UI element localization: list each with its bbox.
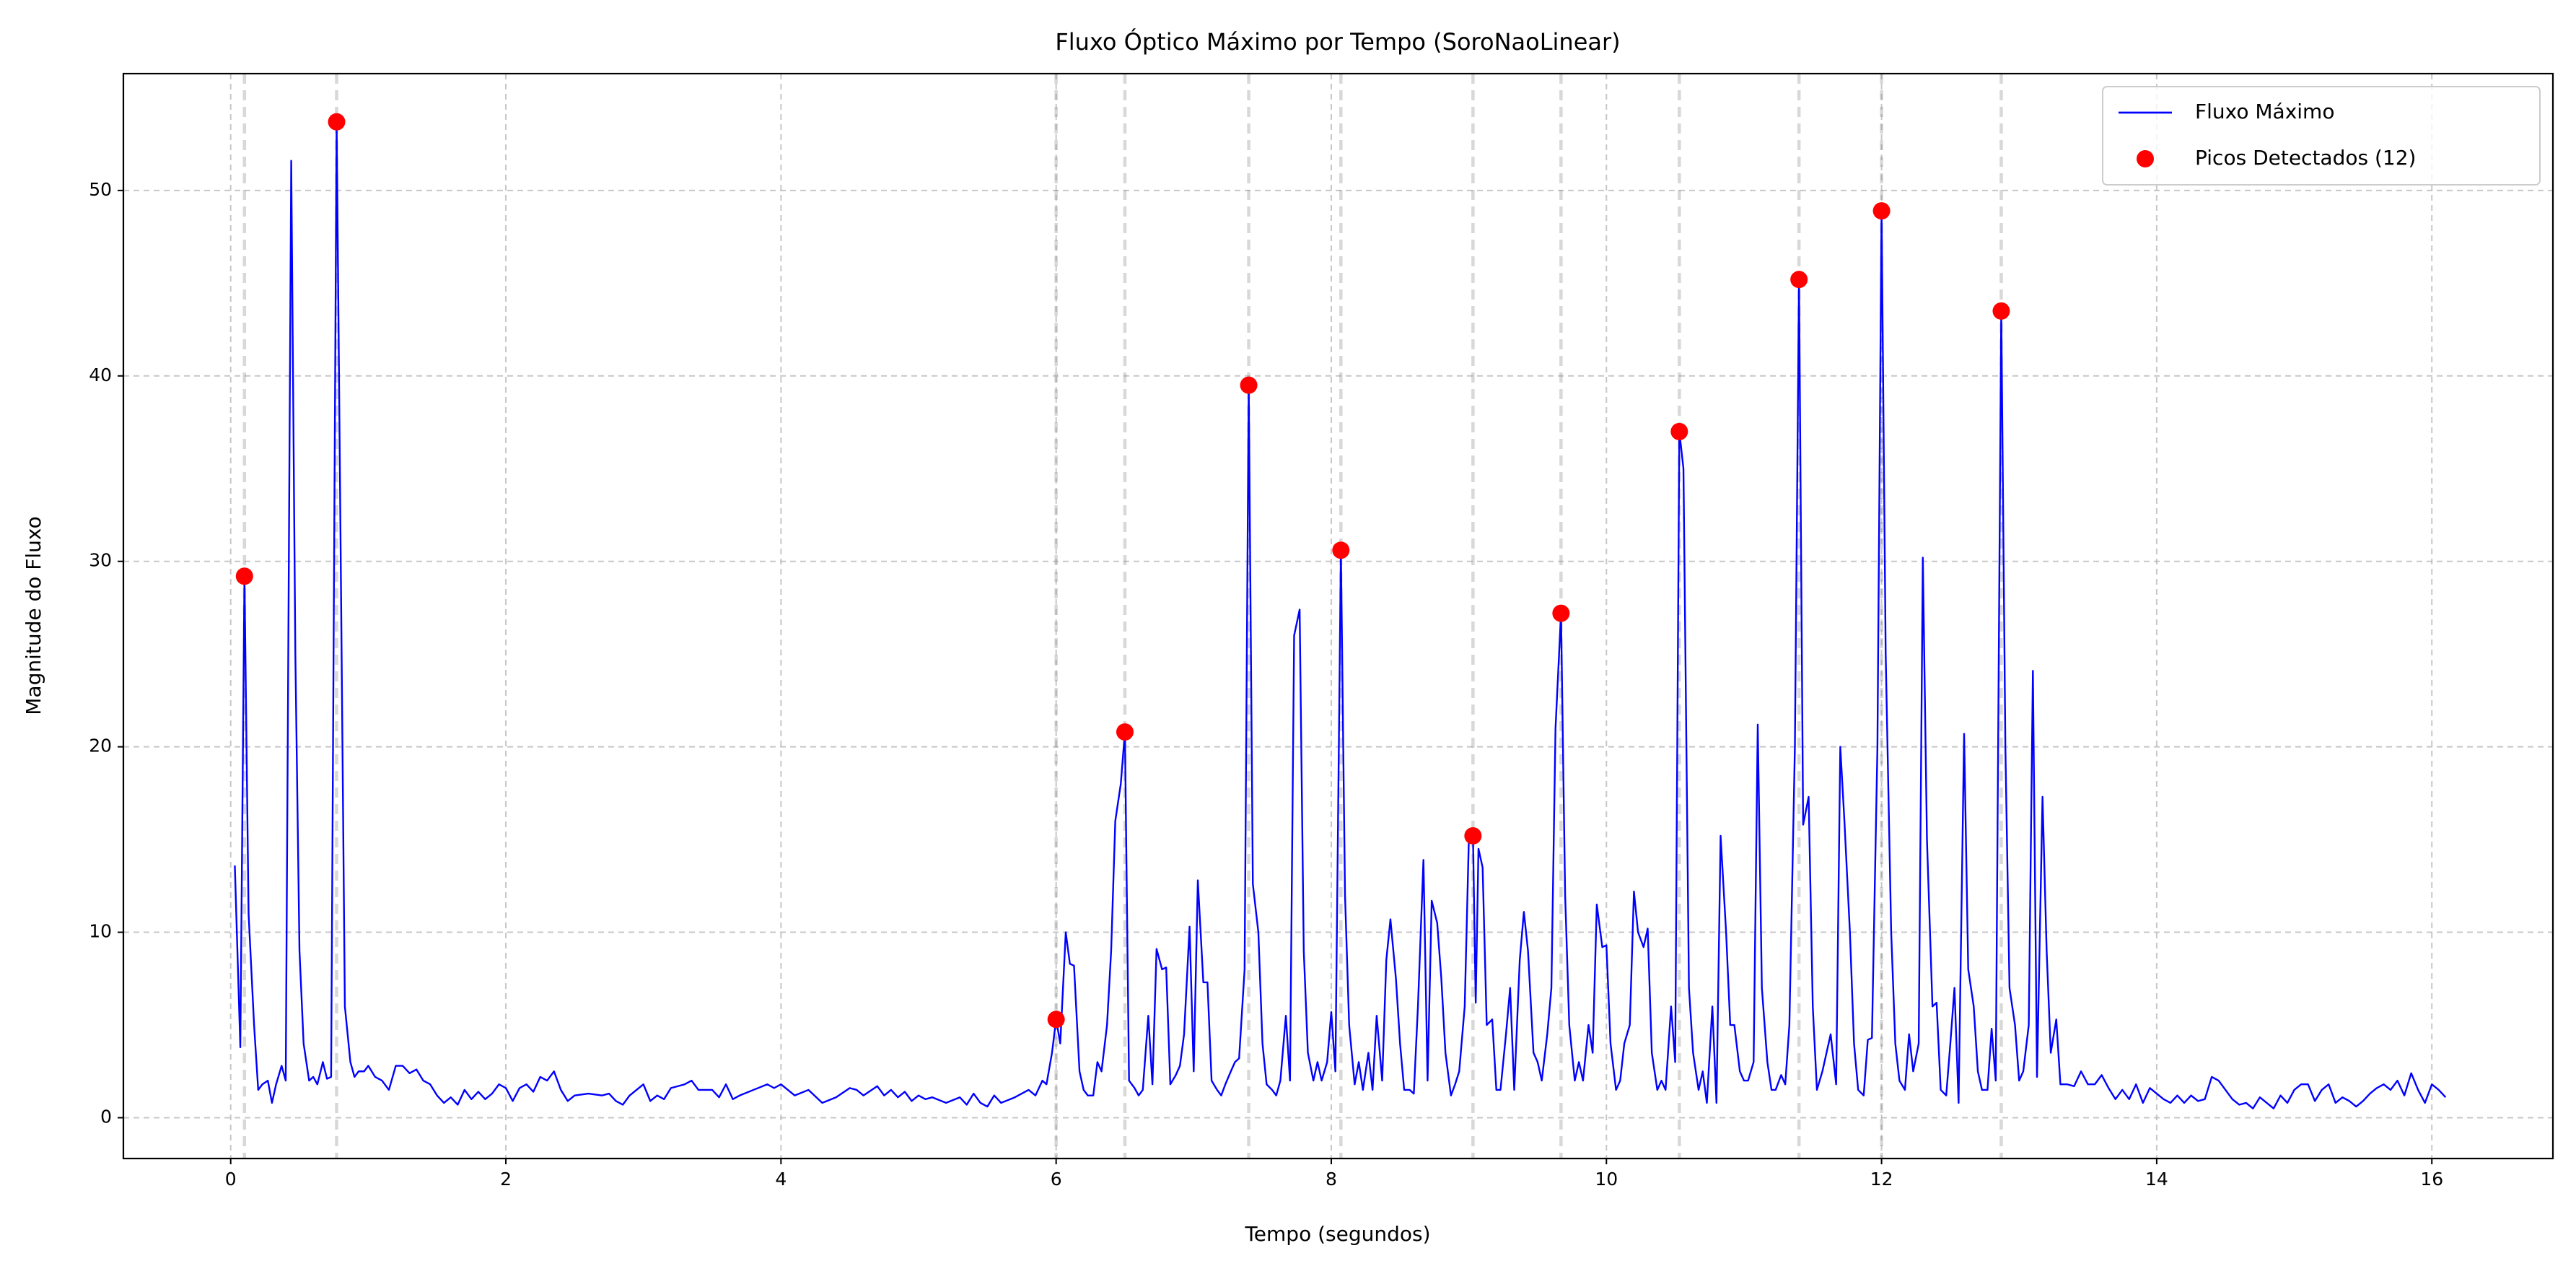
peak-marker <box>1116 723 1134 741</box>
legend-label: Picos Detectados (12) <box>2195 146 2416 170</box>
peak-marker <box>1552 604 1570 622</box>
peak-marker <box>1332 541 1350 559</box>
x-tick-label: 4 <box>775 1169 787 1190</box>
y-tick-label: 20 <box>89 736 112 756</box>
x-tick-label: 0 <box>225 1169 237 1190</box>
y-tick-label: 50 <box>89 179 112 200</box>
peak-marker <box>235 567 253 585</box>
y-tick-label: 40 <box>89 365 112 385</box>
grid <box>123 74 2553 1159</box>
plot-area <box>234 113 2447 1109</box>
ticks: 0 2 4 6 8 10 12 14 16 0 10 20 30 40 50 <box>89 179 2443 1190</box>
y-tick-label: 0 <box>100 1106 112 1127</box>
x-tick-label: 2 <box>500 1169 512 1190</box>
peak-marker <box>328 113 346 131</box>
x-tick-label: 10 <box>1595 1169 1618 1190</box>
legend-label: Fluxo Máximo <box>2195 100 2334 123</box>
axes-frame <box>122 72 2554 1160</box>
peak-marker <box>1047 1011 1065 1029</box>
peak-marker <box>1464 826 1482 845</box>
legend-box <box>2102 86 2541 186</box>
y-axis-label: Magnitude do Fluxo <box>22 516 45 715</box>
x-tick-label: 16 <box>2420 1169 2443 1190</box>
x-tick-label: 14 <box>2145 1169 2168 1190</box>
peak-marker <box>1790 271 1808 289</box>
x-tick-label: 6 <box>1051 1169 1062 1190</box>
y-tick-label: 10 <box>89 921 112 942</box>
peak-marker <box>1240 376 1258 394</box>
peak-marker <box>1872 202 1891 220</box>
peak-marker <box>1992 302 2010 320</box>
y-tick-label: 30 <box>89 550 112 571</box>
legend: Fluxo Máximo Picos Detectados (12) <box>2102 86 2541 186</box>
legend-marker <box>2137 150 2154 167</box>
peak-marker <box>1670 422 1688 440</box>
x-tick-label: 8 <box>1326 1169 1337 1190</box>
chart-title: Fluxo Óptico Máximo por Tempo (SoroNaoLi… <box>1055 27 1620 56</box>
x-axis-label: Tempo (segundos) <box>1244 1222 1430 1246</box>
flow-line <box>234 121 2447 1109</box>
x-tick-label: 12 <box>1870 1169 1893 1190</box>
